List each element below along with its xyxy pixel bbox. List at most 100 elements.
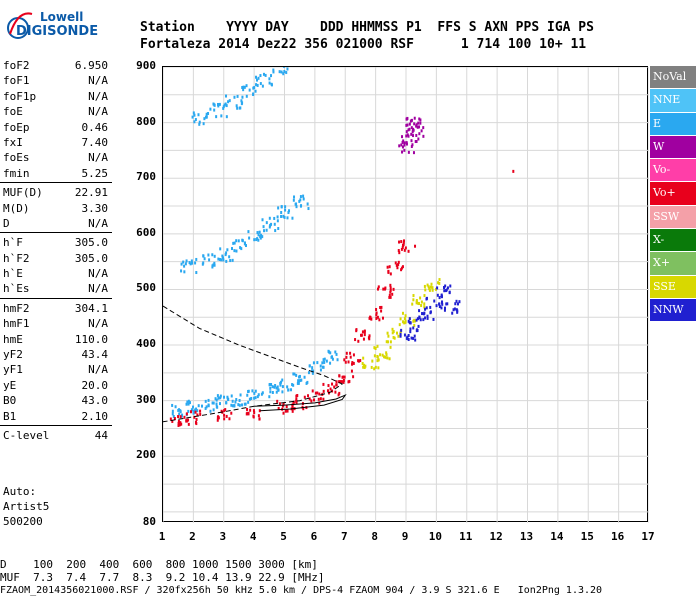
data-point bbox=[403, 317, 406, 321]
data-point bbox=[400, 240, 403, 244]
legend-item: NNE bbox=[650, 89, 696, 112]
data-point bbox=[197, 113, 200, 117]
ionogram-plot[interactable] bbox=[162, 66, 649, 523]
param-divider bbox=[0, 424, 112, 426]
data-point bbox=[412, 298, 415, 302]
data-point bbox=[388, 293, 391, 297]
data-point bbox=[261, 235, 264, 239]
data-point bbox=[432, 317, 435, 321]
footer-muf: MUF 7.3 7.4 7.7 8.3 9.2 10.4 13.9 22.9 [… bbox=[0, 571, 325, 584]
param-row: hmF1 N/A bbox=[0, 316, 112, 331]
legend-item: SSE bbox=[650, 275, 696, 298]
param-row: h`F 305.0 bbox=[0, 235, 112, 250]
data-point bbox=[281, 385, 284, 389]
data-point bbox=[319, 364, 322, 368]
data-point bbox=[245, 94, 248, 98]
data-point bbox=[236, 106, 239, 110]
data-point bbox=[412, 336, 415, 340]
data-point bbox=[386, 265, 389, 269]
data-point bbox=[412, 294, 415, 298]
data-point bbox=[407, 134, 410, 138]
data-point bbox=[397, 334, 400, 338]
data-point bbox=[232, 241, 235, 245]
x-tick-label: 8 bbox=[371, 530, 378, 543]
y-tick-label: 900 bbox=[136, 59, 156, 72]
data-point bbox=[274, 384, 277, 388]
data-point bbox=[310, 399, 313, 403]
data-point bbox=[180, 422, 183, 426]
data-point bbox=[429, 311, 432, 315]
data-point bbox=[350, 369, 353, 373]
data-point bbox=[380, 309, 383, 313]
data-point bbox=[413, 323, 416, 327]
data-point bbox=[298, 374, 301, 378]
param-label: fmin bbox=[3, 166, 30, 180]
data-point bbox=[272, 68, 275, 72]
data-point bbox=[347, 360, 350, 364]
data-point bbox=[239, 393, 242, 397]
param-label: MUF(D) bbox=[3, 186, 43, 200]
data-point bbox=[389, 286, 392, 290]
data-point bbox=[277, 206, 280, 210]
data-point bbox=[393, 336, 396, 340]
data-point bbox=[256, 78, 259, 82]
y-tick-label: 80 bbox=[142, 515, 156, 528]
data-point bbox=[401, 140, 404, 144]
data-point bbox=[383, 355, 386, 359]
data-point bbox=[438, 302, 441, 306]
data-point bbox=[410, 132, 413, 136]
data-point bbox=[231, 258, 234, 262]
data-point bbox=[384, 355, 387, 359]
data-point bbox=[187, 422, 190, 426]
data-point bbox=[311, 366, 314, 370]
data-point bbox=[438, 296, 441, 300]
param-row: foEp 0.46 bbox=[0, 120, 112, 135]
data-point bbox=[211, 401, 214, 405]
param-value: 43.0 bbox=[81, 394, 109, 408]
data-point bbox=[375, 313, 378, 317]
data-point bbox=[280, 380, 283, 384]
data-point bbox=[400, 268, 403, 272]
data-point bbox=[186, 400, 189, 404]
data-point bbox=[357, 359, 360, 363]
data-point bbox=[240, 247, 243, 251]
data-point bbox=[216, 394, 219, 398]
data-point bbox=[388, 295, 391, 299]
data-point bbox=[387, 269, 390, 273]
x-tick-label: 1 bbox=[158, 530, 166, 543]
data-point bbox=[444, 284, 447, 288]
data-point bbox=[171, 409, 174, 413]
data-point bbox=[187, 399, 190, 403]
data-point bbox=[282, 214, 285, 218]
data-point bbox=[298, 199, 301, 203]
data-point bbox=[187, 409, 190, 413]
data-point bbox=[385, 353, 388, 357]
data-point bbox=[326, 389, 329, 393]
data-point bbox=[187, 402, 190, 406]
data-point bbox=[409, 321, 412, 325]
param-label: C-level bbox=[3, 428, 50, 442]
data-point bbox=[405, 123, 408, 127]
logo-digisonde: DIGISONDE bbox=[16, 24, 99, 39]
data-point bbox=[424, 288, 427, 292]
data-point bbox=[233, 241, 236, 245]
data-point bbox=[257, 238, 260, 242]
data-point bbox=[188, 261, 191, 265]
data-point bbox=[424, 316, 427, 320]
data-point bbox=[338, 374, 341, 378]
data-point bbox=[425, 296, 428, 300]
x-tick-label: 5 bbox=[280, 530, 287, 543]
data-point bbox=[252, 93, 255, 97]
data-point bbox=[319, 397, 322, 401]
data-point bbox=[436, 286, 439, 290]
legend-item: E bbox=[650, 112, 696, 135]
data-point bbox=[292, 402, 295, 406]
data-point bbox=[374, 365, 377, 369]
data-point bbox=[406, 123, 409, 127]
data-point bbox=[413, 334, 416, 338]
data-point bbox=[196, 413, 199, 417]
data-point bbox=[281, 378, 284, 382]
data-point bbox=[202, 261, 205, 265]
data-point bbox=[263, 229, 266, 233]
data-point bbox=[417, 121, 420, 125]
